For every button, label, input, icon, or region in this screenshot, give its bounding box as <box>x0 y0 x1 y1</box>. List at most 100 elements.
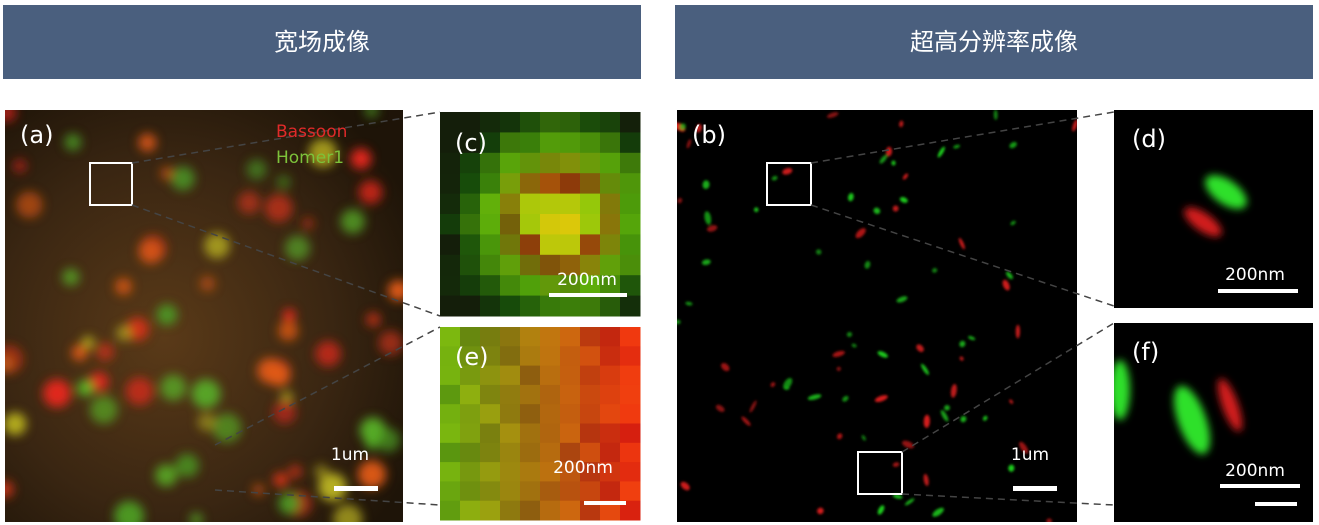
pixel <box>540 384 561 405</box>
spot <box>350 148 372 170</box>
pixel <box>440 132 461 154</box>
super-res-spots <box>677 110 1077 522</box>
pixel <box>460 214 481 235</box>
pixel <box>500 442 521 463</box>
spot <box>826 112 839 118</box>
pixel <box>520 254 541 276</box>
spot <box>1019 441 1029 454</box>
spot <box>1184 207 1222 237</box>
spot <box>873 207 881 215</box>
pixel <box>480 500 501 521</box>
spot <box>13 159 27 173</box>
spot <box>685 301 693 306</box>
pixel <box>520 404 541 424</box>
pixel <box>620 346 641 367</box>
pixel <box>440 214 461 235</box>
pixel <box>460 462 481 482</box>
spot <box>679 123 686 131</box>
pixel <box>560 462 581 482</box>
pixel <box>460 112 481 133</box>
spot <box>1046 518 1052 522</box>
spot <box>879 154 888 164</box>
scale-bar <box>1218 289 1298 293</box>
spot <box>197 412 216 432</box>
header-title: 超高分辨率成像 <box>910 28 1078 56</box>
pixel <box>520 442 541 463</box>
spot <box>958 237 965 250</box>
scale-label: 200nm <box>1225 461 1285 481</box>
pixel <box>620 327 641 347</box>
spot <box>896 296 908 303</box>
pixel <box>580 132 601 154</box>
spot <box>284 235 311 261</box>
pixel <box>520 132 541 154</box>
inset-f-image <box>1114 323 1313 522</box>
header-bar <box>3 5 641 79</box>
pixel <box>620 365 641 386</box>
pixel <box>460 384 481 405</box>
spot <box>280 391 294 405</box>
pixel <box>520 462 541 482</box>
pixel <box>500 481 521 502</box>
pixel <box>580 404 601 424</box>
pixel <box>520 234 541 256</box>
spot <box>276 175 291 190</box>
spot <box>116 325 132 342</box>
spot <box>1009 141 1017 149</box>
spot <box>937 146 945 158</box>
pixel <box>560 346 581 367</box>
pixel <box>540 462 561 482</box>
pixel <box>480 384 501 405</box>
pixel <box>560 193 581 215</box>
pixel <box>500 214 521 235</box>
spot <box>282 308 296 322</box>
pixel <box>540 234 561 256</box>
pixel <box>520 193 541 215</box>
pixel <box>560 423 581 444</box>
spot <box>315 340 341 367</box>
pixel <box>500 384 521 405</box>
pixel <box>520 112 541 133</box>
spot <box>160 374 187 401</box>
pixel <box>440 423 461 444</box>
pixel <box>580 295 601 317</box>
pixel <box>520 214 541 235</box>
spot <box>932 268 938 273</box>
spot <box>138 133 157 152</box>
pixel <box>580 234 601 256</box>
pixel <box>500 462 521 482</box>
spot <box>278 492 301 515</box>
pixel <box>440 254 461 276</box>
spot <box>95 342 115 361</box>
pixel <box>560 365 581 386</box>
spot <box>156 304 178 326</box>
spot <box>861 435 866 441</box>
pixel <box>440 152 461 174</box>
selection-box <box>766 162 812 206</box>
pixel <box>460 500 481 521</box>
spot <box>960 415 967 423</box>
pixel <box>620 295 641 317</box>
pixel <box>500 327 521 347</box>
spot <box>376 428 401 452</box>
pixel <box>580 462 601 482</box>
spot <box>77 379 94 397</box>
pixel <box>500 500 521 521</box>
pixel <box>500 346 521 367</box>
pixel <box>520 275 541 297</box>
spot <box>357 460 386 489</box>
pixel <box>540 481 561 502</box>
spot <box>959 340 966 348</box>
pixel <box>540 346 561 367</box>
spot <box>950 384 957 398</box>
pixel <box>560 152 581 174</box>
pixel <box>540 254 561 276</box>
pixel <box>620 132 641 154</box>
pixel <box>480 423 501 444</box>
pixel <box>520 346 541 367</box>
pixel <box>460 442 481 463</box>
spot <box>877 505 885 515</box>
spot <box>749 400 757 413</box>
pixel <box>620 500 641 521</box>
spot <box>959 356 964 361</box>
